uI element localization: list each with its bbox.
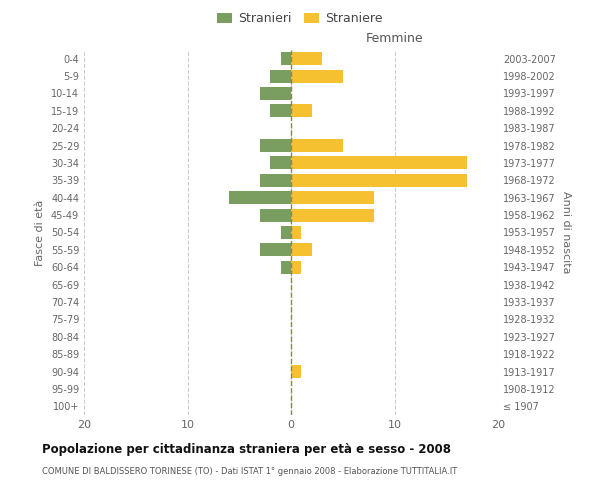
Bar bbox=[271, 104, 291, 118]
Bar bbox=[281, 226, 291, 239]
Bar bbox=[291, 70, 343, 82]
Bar bbox=[291, 104, 312, 118]
Bar bbox=[291, 365, 301, 378]
Text: Femmine: Femmine bbox=[365, 32, 424, 44]
Bar bbox=[291, 139, 343, 152]
Bar bbox=[291, 244, 312, 256]
Bar bbox=[281, 260, 291, 274]
Bar bbox=[260, 139, 291, 152]
Bar bbox=[271, 156, 291, 170]
Legend: Stranieri, Straniere: Stranieri, Straniere bbox=[213, 8, 387, 29]
Bar bbox=[291, 174, 467, 187]
Bar bbox=[260, 87, 291, 100]
Bar bbox=[260, 208, 291, 222]
Bar bbox=[291, 156, 467, 170]
Bar bbox=[260, 244, 291, 256]
Bar bbox=[291, 208, 374, 222]
Bar bbox=[291, 52, 322, 65]
Bar bbox=[291, 260, 301, 274]
Bar bbox=[291, 226, 301, 239]
Bar bbox=[260, 174, 291, 187]
Y-axis label: Anni di nascita: Anni di nascita bbox=[561, 191, 571, 274]
Text: Popolazione per cittadinanza straniera per età e sesso - 2008: Popolazione per cittadinanza straniera p… bbox=[42, 442, 451, 456]
Bar bbox=[291, 191, 374, 204]
Text: COMUNE DI BALDISSERO TORINESE (TO) - Dati ISTAT 1° gennaio 2008 - Elaborazione T: COMUNE DI BALDISSERO TORINESE (TO) - Dat… bbox=[42, 468, 457, 476]
Bar bbox=[271, 70, 291, 82]
Bar bbox=[281, 52, 291, 65]
Bar bbox=[229, 191, 291, 204]
Y-axis label: Fasce di età: Fasce di età bbox=[35, 200, 45, 266]
